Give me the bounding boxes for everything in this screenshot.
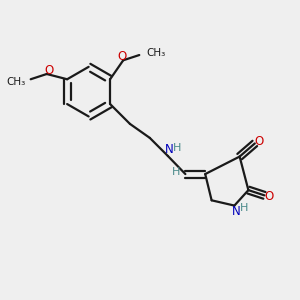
Text: O: O [44, 64, 54, 77]
Text: CH₃: CH₃ [6, 76, 26, 87]
Text: O: O [118, 50, 127, 63]
Text: O: O [264, 190, 273, 203]
Text: CH₃: CH₃ [147, 48, 166, 58]
Text: H: H [172, 143, 181, 153]
Text: O: O [254, 135, 263, 148]
Text: H: H [172, 167, 180, 177]
Text: N: N [165, 143, 174, 156]
Text: N: N [232, 205, 241, 218]
Text: H: H [239, 203, 248, 214]
